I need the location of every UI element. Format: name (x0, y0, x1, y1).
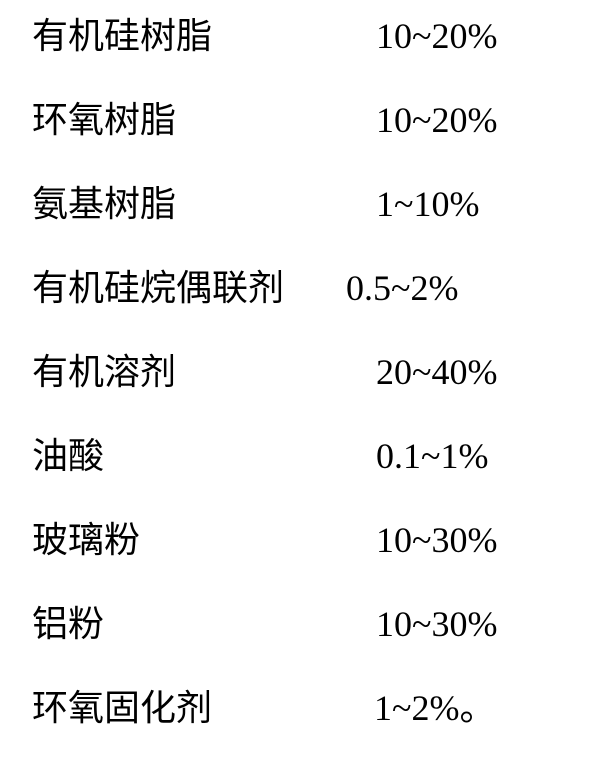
ingredient-row: 环氧固化剂 1~2% 。 (32, 690, 613, 774)
ingredient-value: 0.1~1% (332, 438, 488, 474)
ingredient-name: 有机溶剂 (32, 354, 332, 390)
ingredient-row: 有机硅烷偶联剂 0.5~2% (32, 270, 613, 354)
ingredient-row: 有机溶剂 20~40% (32, 354, 613, 438)
ingredient-name: 铝粉 (32, 606, 332, 642)
sentence-period: 。 (459, 690, 495, 726)
ingredient-name: 氨基树脂 (32, 186, 332, 222)
ingredient-name: 有机硅烷偶联剂 (32, 270, 332, 306)
ingredient-row: 氨基树脂 1~10% (32, 186, 613, 270)
ingredient-row: 环氧树脂 10~20% (32, 102, 613, 186)
ingredient-name: 环氧固化剂 (32, 690, 374, 726)
ingredient-value: 10~20% (332, 18, 497, 54)
ingredient-value: 20~40% (332, 354, 497, 390)
ingredient-name: 有机硅树脂 (32, 18, 332, 54)
ingredient-row: 玻璃粉 10~30% (32, 522, 613, 606)
ingredient-value: 1~2% (374, 690, 459, 726)
ingredient-value: 10~20% (332, 102, 497, 138)
ingredient-row: 有机硅树脂 10~20% (32, 18, 613, 102)
ingredient-row: 油酸 0.1~1% (32, 438, 613, 522)
ingredient-value: 10~30% (332, 606, 497, 642)
document-page: 有机硅树脂 10~20% 环氧树脂 10~20% 氨基树脂 1~10% 有机硅烷… (0, 0, 613, 773)
ingredient-value: 10~30% (332, 522, 497, 558)
ingredient-row: 铝粉 10~30% (32, 606, 613, 690)
ingredient-name: 玻璃粉 (32, 522, 332, 558)
ingredient-value: 0.5~2% (332, 270, 458, 306)
ingredient-name: 油酸 (32, 438, 332, 474)
ingredient-value: 1~10% (332, 186, 479, 222)
ingredient-name: 环氧树脂 (32, 102, 332, 138)
